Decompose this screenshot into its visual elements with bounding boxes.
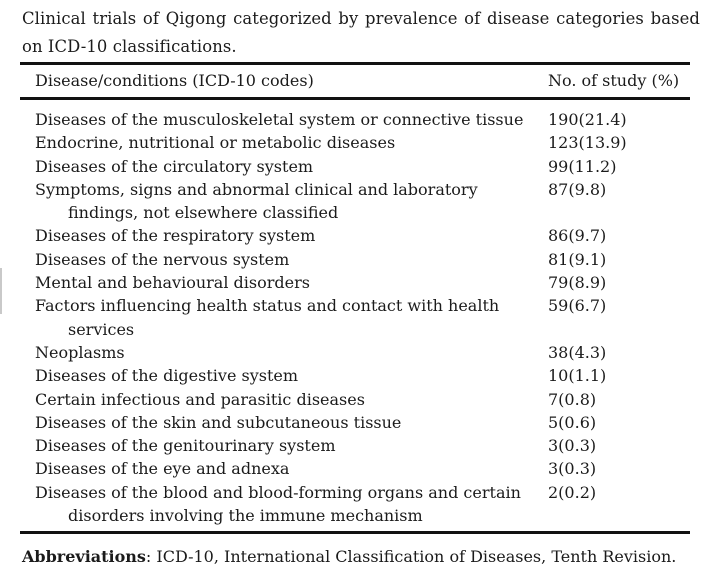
column-header-disease: Disease/conditions (ICD-10 codes) [35,71,314,90]
disease-cell: Diseases of the respiratory system [0,224,548,247]
disease-cell: Diseases of the blood and blood-forming … [0,481,548,528]
footnote-label: Abbreviations [22,547,146,566]
disease-name-line: Factors influencing health status and co… [35,296,500,316]
disease-cell: Diseases of the circulatory system [0,155,548,178]
disease-cell: Diseases of the eye and adnexa [0,457,548,480]
table-row: Neoplasms 38(4.3) [0,341,720,364]
disease-name-line: Diseases of the skin and subcutaneous ti… [35,412,402,432]
table-row: Diseases of the musculoskeletal system o… [0,108,720,131]
study-count-cell: 81(9.1) [548,249,607,269]
table-row: Diseases of the skin and subcutaneous ti… [0,411,720,434]
disease-name-line: services [68,319,135,339]
disease-cell: Diseases of the genitourinary system [0,434,548,457]
study-count-cell: 5(0.6) [548,412,597,432]
disease-name-line: Diseases of the digestive system [35,366,299,386]
table-row: Symptoms, signs and abnormal clinical an… [0,178,720,225]
table-row: Diseases of the respiratory system 86(9.7… [0,224,720,247]
disease-name-line: Diseases of the musculoskeletal system o… [35,110,524,129]
study-count-cell: 38(4.3) [548,342,607,362]
table-caption: Clinical trials of Qigong categorized by… [22,9,700,56]
table-top-rule [20,62,690,65]
disease-cell: Diseases of the skin and subcutaneous ti… [0,411,548,434]
table-row: Diseases of the digestive system 10(1.1) [0,364,720,387]
study-count-cell: 3(0.3) [548,459,597,479]
study-count-cell: 79(8.9) [548,273,607,293]
study-count-cell: 123(13.9) [548,133,627,153]
table-row: Diseases of the nervous system 81(9.1) [0,248,720,271]
disease-cell: Certain infectious and parasitic disease… [0,388,548,411]
disease-cell: Symptoms, signs and abnormal clinical an… [0,178,548,225]
study-count-cell: 59(6.7) [548,296,607,316]
study-count-cell: 86(9.7) [548,226,607,246]
study-count-cell: 2(0.2) [548,482,597,502]
table-row: Diseases of the eye and adnexa 3(0.3) [0,457,720,480]
disease-name-line: Diseases of the nervous system [35,249,290,269]
table-footnote: Abbreviations: ICD-10, International Cla… [22,545,712,569]
disease-name-line: Mental and behavioural disorders [35,273,310,293]
study-count-cell: 87(9.8) [548,179,607,199]
disease-name-line: findings, not elsewhere classified [68,203,339,223]
study-count-cell: 10(1.1) [548,366,607,386]
table-row: Factors influencing health status and co… [0,294,720,341]
disease-name-line: Diseases of the genitourinary system [35,436,336,456]
table-row: Endocrine, nutritional or metabolic dise… [0,131,720,154]
disease-cell: Diseases of the musculoskeletal system o… [0,108,548,131]
table-row: Diseases of the genitourinary system 3(0.… [0,434,720,457]
table-body: Diseases of the musculoskeletal system o… [0,108,720,527]
disease-cell: Mental and behavioural disorders [0,271,548,294]
study-count-cell: 190(21.4) [548,110,627,129]
scan-artifact [0,268,2,314]
study-count-cell: 7(0.8) [548,389,597,409]
disease-name-line: Endocrine, nutritional or metabolic dise… [35,133,396,153]
disease-cell: Factors influencing health status and co… [0,294,548,341]
table-header-rule [20,97,690,100]
table-row: Diseases of the blood and blood-forming … [0,481,720,528]
disease-name-line: Neoplasms [35,342,125,362]
disease-cell: Neoplasms [0,341,548,364]
column-header-count: No. of study (%) [548,71,680,90]
table-row: Certain infectious and parasitic disease… [0,388,720,411]
study-count-cell: 99(11.2) [548,156,617,176]
table-row: Diseases of the circulatory system 99(11.… [0,155,720,178]
disease-name-line: Diseases of the circulatory system [35,156,314,176]
disease-name-line: Diseases of the eye and adnexa [35,459,290,479]
disease-name-line: Certain infectious and parasitic disease… [35,389,365,409]
disease-name-line: Diseases of the blood and blood-forming … [35,482,521,502]
disease-name-line: Diseases of the respiratory system [35,226,316,246]
footnote-text: : ICD-10, International Classification o… [145,547,677,566]
disease-cell: Diseases of the digestive system [0,364,548,387]
table-bottom-rule [20,531,690,534]
disease-cell: Endocrine, nutritional or metabolic dise… [0,131,548,154]
disease-name-line: Symptoms, signs and abnormal clinical an… [35,179,478,199]
table-row: Mental and behavioural disorders 79(8.9) [0,271,720,294]
disease-name-line: disorders involving the immune mechanism [68,506,423,526]
disease-cell: Diseases of the nervous system [0,248,548,271]
study-count-cell: 3(0.3) [548,436,597,456]
